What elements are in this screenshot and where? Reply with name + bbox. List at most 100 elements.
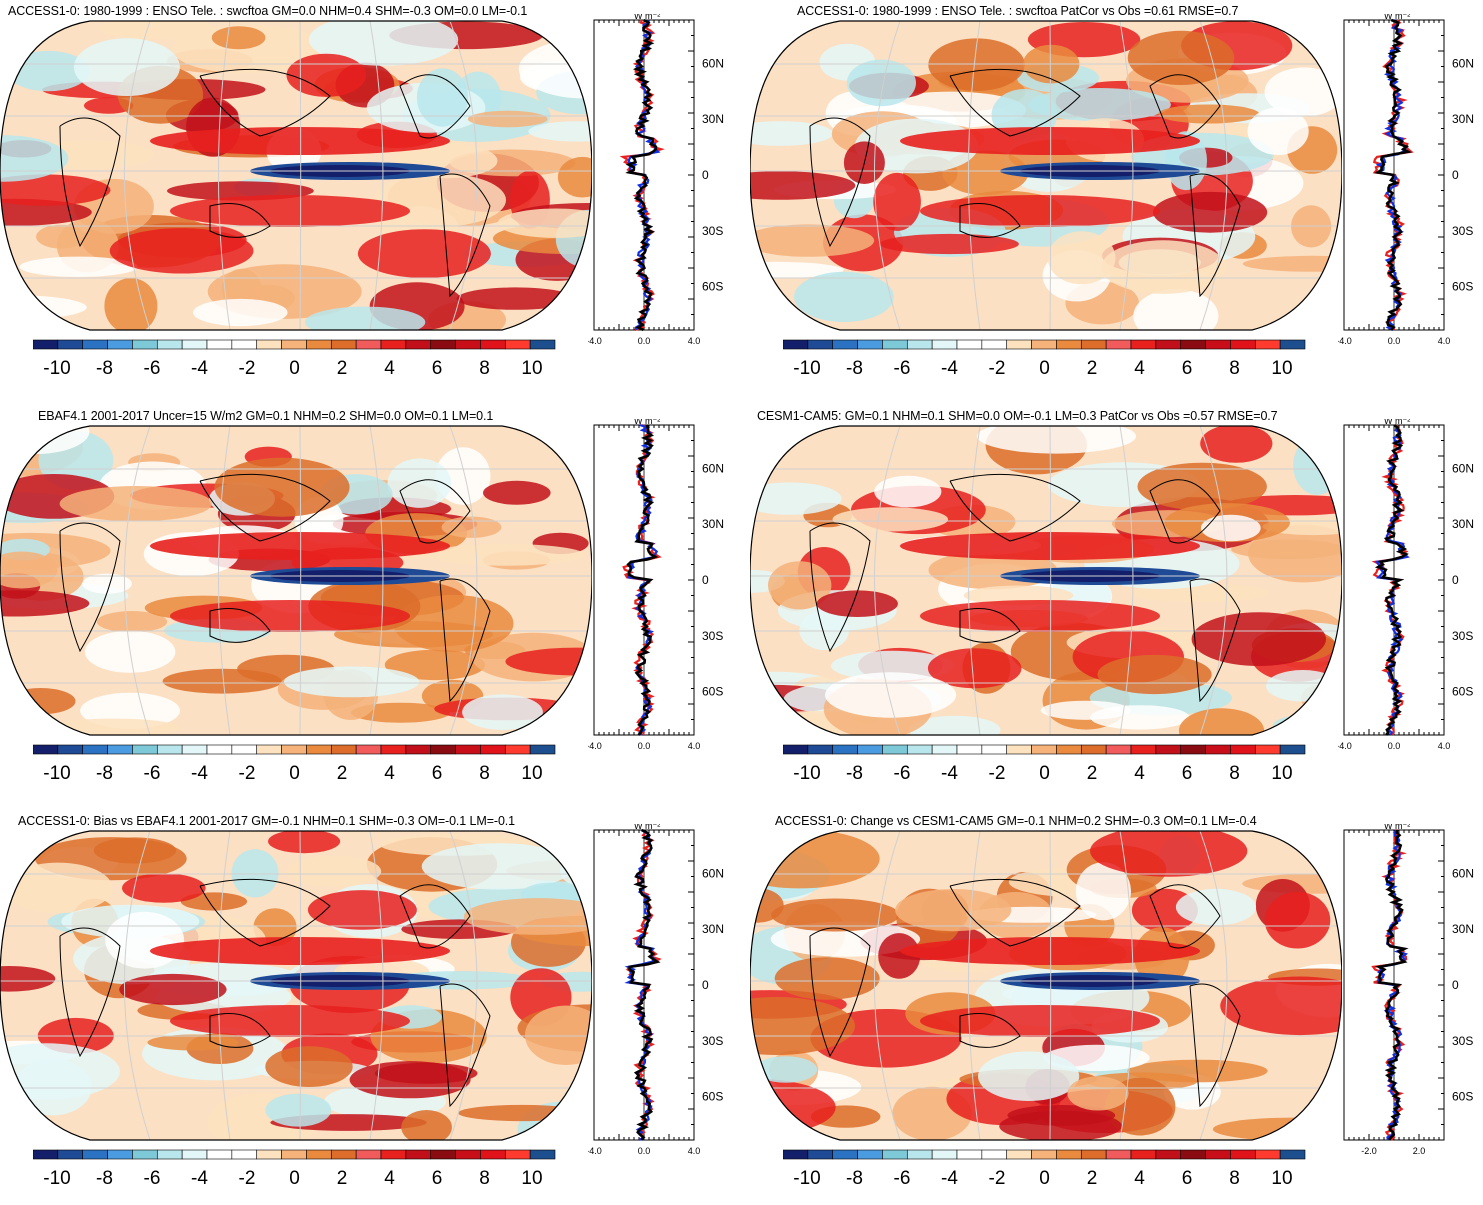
colorbar-swatch xyxy=(156,744,183,755)
lat-tick-label: 30N xyxy=(702,517,724,531)
lat-tick-label: 0 xyxy=(1452,168,1459,182)
colorbar-tick-label: -8 xyxy=(846,1168,863,1189)
colorbar-tick-label: 8 xyxy=(1229,763,1240,784)
lat-tick-label: 30N xyxy=(1452,922,1474,936)
x-tick-label: 4.0 xyxy=(1438,336,1451,344)
colorbar-swatch xyxy=(906,1149,933,1160)
colorbar-tick-label: -4 xyxy=(941,358,958,379)
zonal-mean-plot: W m⁻² 60N 30N 0 30S 60S -4.0 0.0 4.0 xyxy=(588,14,724,344)
colorbar-tick-label: 6 xyxy=(432,1168,443,1189)
colorbar-swatch xyxy=(1279,339,1306,350)
colorbar-swatch xyxy=(1006,744,1032,755)
colorbar-swatch xyxy=(405,339,432,350)
zonal-mean-plot: W m⁻² 60N 30N 0 30S 60S -4.0 0.0 4.0 xyxy=(588,824,724,1154)
colorbar-swatch xyxy=(1031,744,1057,755)
world-map xyxy=(750,830,1342,1141)
x-tick-label: 4.0 xyxy=(1438,741,1451,749)
colorbar-swatch xyxy=(57,1149,84,1160)
colorbar-tick-label: 6 xyxy=(1182,763,1193,784)
colorbar-swatch xyxy=(1155,744,1182,755)
panel-title: ACCESS1-0: Bias vs EBAF4.1 2001-2017 GM=… xyxy=(18,814,516,828)
x-tick-label: -2.0 xyxy=(1361,1146,1377,1154)
colorbar-tick-label: -8 xyxy=(846,358,863,379)
map-panel: ACCESS1-0: Change vs CESM1-CAM5 GM=-0.1 … xyxy=(750,810,1483,1205)
colorbar-swatch xyxy=(330,1149,357,1160)
colorbar-swatch xyxy=(1006,1149,1032,1160)
colorbar-swatch xyxy=(405,1149,432,1160)
colorbar-tick-label: -10 xyxy=(793,358,820,379)
colorbar-swatch xyxy=(156,1149,183,1160)
colorbar-tick-label: -10 xyxy=(793,763,820,784)
map-panel: CESM1-CAM5: GM=0.1 NHM=0.1 SHM=0.0 OM=-0… xyxy=(750,405,1483,800)
colorbar-tick-label: 2 xyxy=(1087,358,1098,379)
colorbar-swatch xyxy=(430,1149,456,1160)
colorbar-swatch xyxy=(206,744,233,755)
colorbar-swatch xyxy=(132,339,158,350)
colorbar-swatch xyxy=(1279,1149,1306,1160)
colorbar-swatch xyxy=(107,744,133,755)
colorbar-swatch xyxy=(1056,1149,1082,1160)
lat-tick-label: 30N xyxy=(702,112,724,126)
x-tick-label: 4.0 xyxy=(688,336,701,344)
colorbar-swatch xyxy=(405,744,432,755)
colorbar-swatch xyxy=(1080,744,1107,755)
map-panel: ACCESS1-0: Bias vs EBAF4.1 2001-2017 GM=… xyxy=(0,810,741,1205)
colorbar-tick-label: 10 xyxy=(521,1168,542,1189)
colorbar-swatch xyxy=(529,744,556,755)
colorbar-tick-label: -4 xyxy=(941,1168,958,1189)
colorbar: -10 -8 -6 -4 -2 0 2 4 6 8 10 xyxy=(783,339,1306,379)
lat-tick-label: 60N xyxy=(1452,866,1474,880)
colorbar-swatch xyxy=(181,339,208,350)
colorbar-tick-label: 8 xyxy=(479,358,490,379)
world-map xyxy=(0,830,592,1141)
zonal-mean-plot: W m⁻² 60N 30N 0 30S 60S -4.0 0.0 4.0 xyxy=(1338,14,1474,344)
colorbar-swatch xyxy=(1254,1149,1281,1160)
colorbar-swatch xyxy=(430,744,456,755)
colorbar-swatch xyxy=(807,339,834,350)
colorbar-swatch xyxy=(480,1149,506,1160)
colorbar-swatch xyxy=(355,1149,382,1160)
x-tick-label: 4.0 xyxy=(688,741,701,749)
map-panel: EBAF4.1 2001-2017 Uncer=15 W/m2 GM=0.1 N… xyxy=(0,405,741,800)
colorbar-swatch xyxy=(1130,744,1157,755)
colorbar-swatch xyxy=(1254,339,1281,350)
colorbar-swatch xyxy=(807,1149,834,1160)
lat-tick-label: 30N xyxy=(1452,112,1474,126)
colorbar-swatch xyxy=(857,339,883,350)
colorbar-swatch xyxy=(82,1149,108,1160)
colorbar-swatch xyxy=(33,1149,59,1160)
panel-title: CESM1-CAM5: GM=0.1 NHM=0.1 SHM=0.0 OM=-0… xyxy=(757,409,1278,423)
colorbar-swatch xyxy=(455,1149,481,1160)
lat-tick-label: 60N xyxy=(1452,56,1474,70)
colorbar-tick-label: 0 xyxy=(289,1168,300,1189)
lat-tick-label: 30N xyxy=(702,922,724,936)
colorbar-swatch xyxy=(832,339,858,350)
colorbar-swatch xyxy=(1080,1149,1107,1160)
colorbar-swatch xyxy=(1031,339,1057,350)
colorbar-swatch xyxy=(455,339,481,350)
colorbar-swatch xyxy=(82,339,108,350)
units-label: W m⁻² xyxy=(634,14,660,21)
colorbar-swatch xyxy=(857,744,883,755)
colorbar-swatch xyxy=(1130,1149,1157,1160)
colorbar-tick-label: 6 xyxy=(432,763,443,784)
world-map xyxy=(0,425,592,736)
lat-tick-label: 0 xyxy=(702,168,709,182)
colorbar-swatch xyxy=(529,1149,556,1160)
colorbar-swatch xyxy=(82,744,108,755)
colorbar-swatch xyxy=(807,744,834,755)
colorbar-swatch xyxy=(1230,339,1256,350)
zonal-mean-plot: W m⁻² 60N 30N 0 30S 60S -4.0 0.0 4.0 xyxy=(588,419,724,749)
colorbar-swatch xyxy=(330,339,357,350)
colorbar-tick-label: 2 xyxy=(337,358,348,379)
lat-tick-label: 30S xyxy=(702,1034,723,1048)
colorbar-swatch xyxy=(355,339,382,350)
colorbar-swatch xyxy=(906,744,933,755)
colorbar-swatch xyxy=(1180,339,1206,350)
colorbar-tick-label: 6 xyxy=(1182,1168,1193,1189)
colorbar-swatch xyxy=(1006,339,1032,350)
colorbar-swatch xyxy=(1230,1149,1256,1160)
map-panel: ACCESS1-0: 1980-1999 : ENSO Tele. : swcf… xyxy=(750,0,1483,395)
colorbar-swatch xyxy=(956,339,983,350)
map-panel: ACCESS1-0: 1980-1999 : ENSO Tele. : swcf… xyxy=(0,0,741,395)
